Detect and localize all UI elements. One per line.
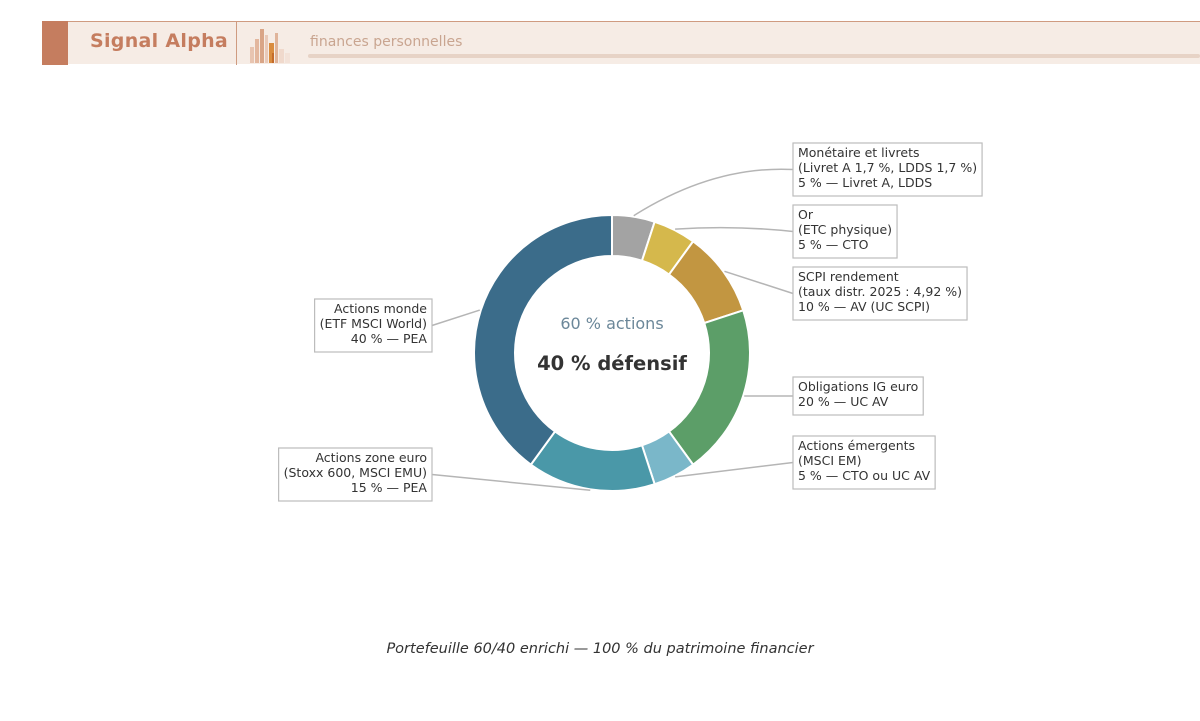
slice-label: Actions zone euro(Stoxx 600, MSCI EMU)15…	[278, 447, 433, 502]
tagline: finances personnelles	[310, 34, 463, 50]
slice-label-line: Or	[798, 207, 814, 222]
chart-caption: Portefeuille 60/40 enrichi — 100 % du pa…	[386, 641, 814, 657]
leader-line	[675, 226, 794, 233]
slice-label-line: (Livret A 1,7 %, LDDS 1,7 %)	[798, 160, 977, 175]
tagline-rule	[308, 54, 1200, 58]
brand-name[interactable]: Signal Alpha	[90, 30, 229, 52]
slice-label-line: Actions émergents	[798, 438, 915, 453]
donut-slice[interactable]	[667, 309, 751, 467]
center-label-bottom: 40 % défensif	[537, 352, 687, 375]
slice-label-box	[792, 142, 983, 197]
slice-label: Monétaire et livrets(Livret A 1,7 %, LDD…	[792, 142, 983, 197]
slice-label-line: Monétaire et livrets	[798, 145, 919, 160]
center-label-top: 60 % actions	[560, 314, 663, 333]
slice-label-line: (Stoxx 600, MSCI EMU)	[284, 465, 427, 480]
slice-label: SCPI rendement(taux distr. 2025 : 4,92 %…	[792, 266, 968, 321]
header-divider	[236, 22, 237, 65]
slice-label: Actions monde(ETF MSCI World)40 % — PEA	[314, 298, 433, 353]
header-accent-bar	[42, 21, 68, 65]
slice-label-line: 40 % — PEA	[351, 331, 428, 346]
slice-label: Or(ETC physique)5 % — CTO	[792, 204, 898, 259]
slice-label-box	[792, 266, 968, 321]
slice-label-line: 15 % — PEA	[351, 480, 428, 495]
slice-label-line: SCPI rendement	[798, 269, 899, 284]
slice-label-line: 5 % — CTO	[798, 237, 869, 252]
donut-slice[interactable]	[473, 213, 613, 467]
slice-label-line: (taux distr. 2025 : 4,92 %)	[798, 284, 962, 299]
site-header: Signal Alpha finances personnelles	[42, 21, 1200, 65]
slice-label-box	[792, 435, 936, 490]
slice-label-box	[278, 447, 433, 502]
leader-line	[633, 168, 794, 217]
slice-label-line: Actions monde	[334, 301, 427, 316]
slice-label-line: (ETF MSCI World)	[320, 316, 427, 331]
leader-line	[675, 461, 794, 478]
slice-label-box	[792, 204, 898, 259]
slice-label-box	[314, 298, 433, 353]
slice-label-line: 5 % — CTO ou UC AV	[798, 468, 931, 483]
bar-chart-logo-icon	[250, 29, 290, 63]
leader-line	[724, 270, 794, 295]
slice-label-line: 10 % — AV (UC SCPI)	[798, 299, 930, 314]
slice-label-box	[792, 376, 924, 416]
slice-label-line: (ETC physique)	[798, 222, 892, 237]
slice-label-line: 5 % — Livret A, LDDS	[798, 175, 932, 190]
slice-label-line: Obligations IG euro	[798, 379, 918, 394]
leader-line	[431, 309, 481, 327]
slice-label-line: 20 % — UC AV	[798, 394, 889, 409]
slice-label-line: (MSCI EM)	[798, 453, 862, 468]
slice-label: Actions émergents(MSCI EM)5 % — CTO ou U…	[792, 435, 936, 490]
slice-label-line: Actions zone euro	[315, 450, 427, 465]
leader-line	[431, 473, 591, 492]
